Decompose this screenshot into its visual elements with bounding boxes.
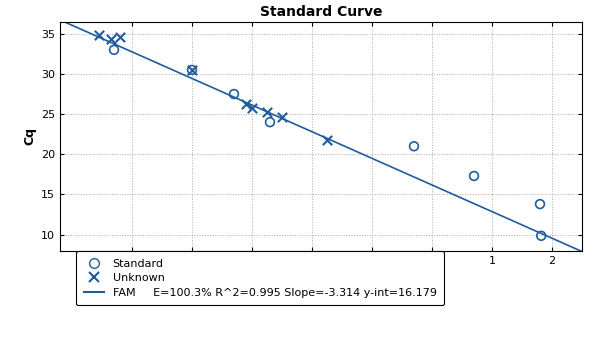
Point xyxy=(277,114,287,120)
Point xyxy=(187,67,197,73)
Title: Standard Curve: Standard Curve xyxy=(260,5,382,19)
X-axis label: Log Starting Quantity: Log Starting Quantity xyxy=(245,270,397,283)
Point xyxy=(106,37,116,42)
Point xyxy=(187,67,197,73)
Point xyxy=(247,105,257,110)
Point xyxy=(94,33,104,38)
Point xyxy=(265,119,275,125)
Point xyxy=(536,233,546,239)
Point xyxy=(115,34,125,40)
Point xyxy=(109,47,119,53)
Point xyxy=(469,173,479,179)
Point xyxy=(322,137,332,143)
Point xyxy=(229,91,239,97)
Point xyxy=(262,109,272,115)
Point xyxy=(409,143,419,149)
Y-axis label: Cq: Cq xyxy=(24,127,37,145)
Point xyxy=(241,102,251,108)
Point xyxy=(535,201,545,207)
Legend: Standard, Unknown, FAM     E=100.3% R^2=0.995 Slope=-3.314 y-int=16.179: Standard, Unknown, FAM E=100.3% R^2=0.99… xyxy=(76,251,445,306)
